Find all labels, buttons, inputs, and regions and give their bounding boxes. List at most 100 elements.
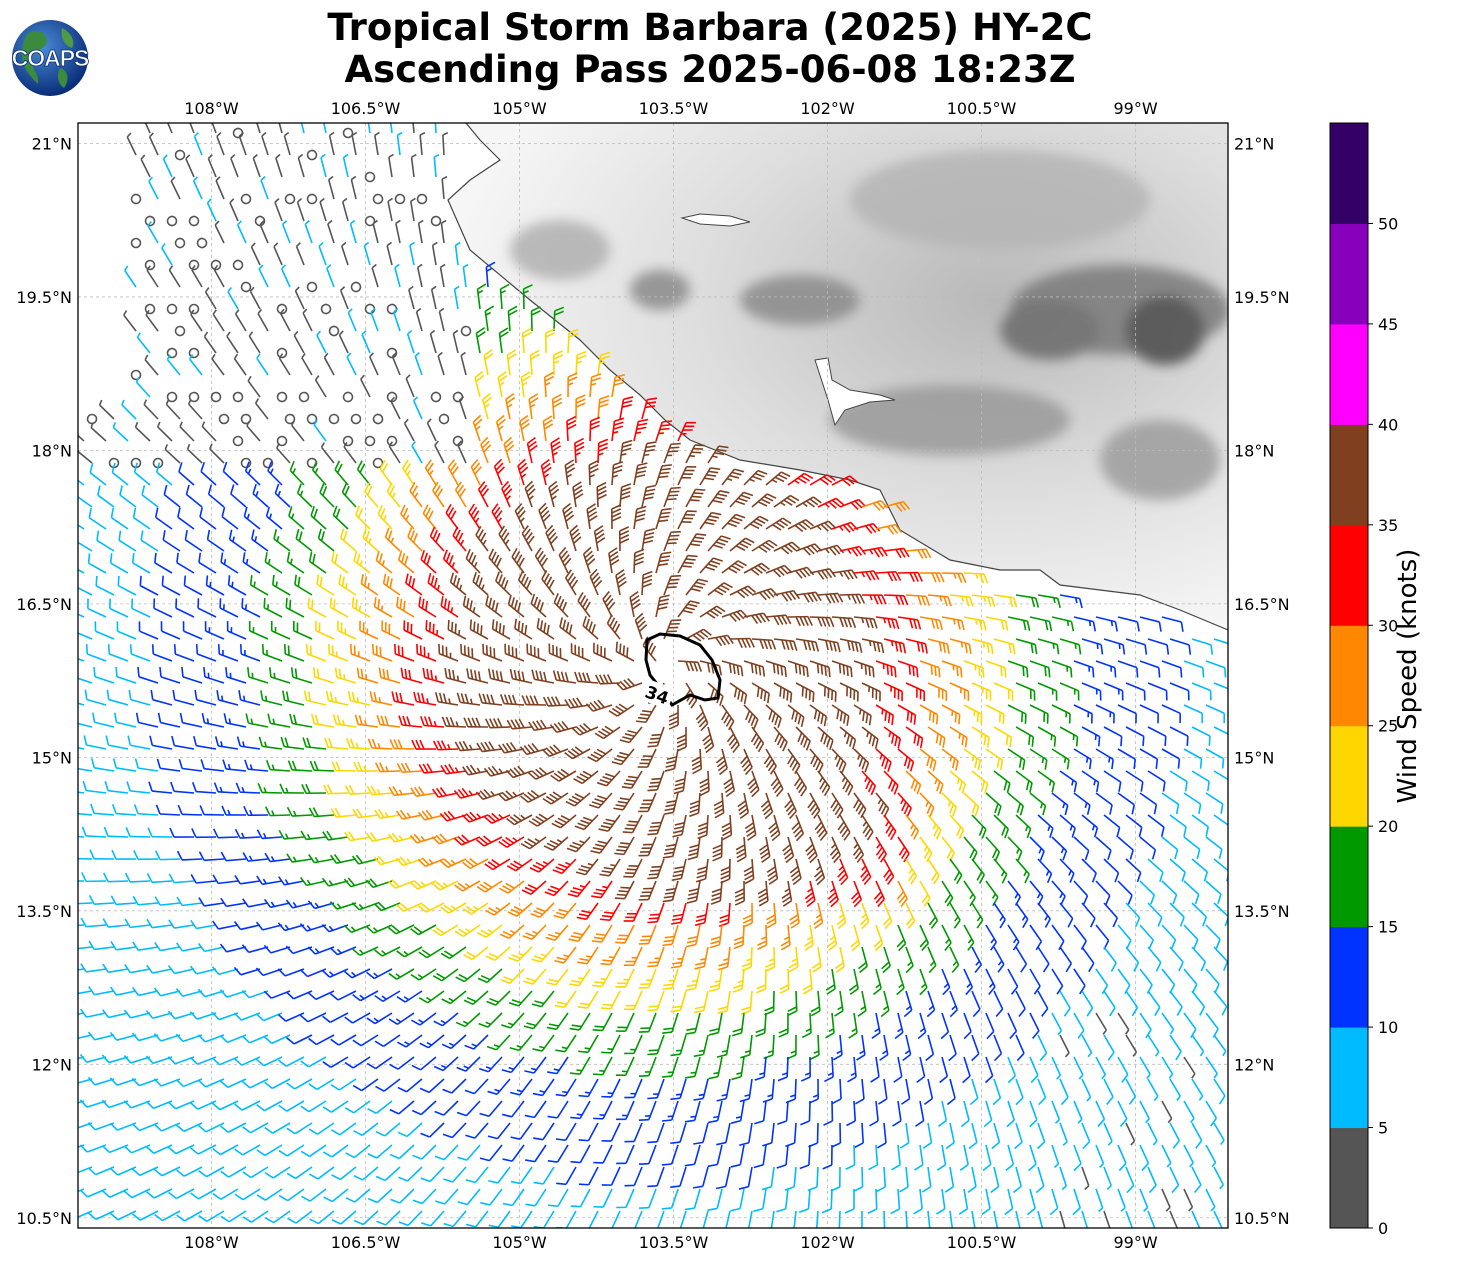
wind-barb	[405, 374, 415, 398]
wind-barb	[264, 552, 283, 574]
wind-barb	[462, 595, 481, 618]
lake-chapala	[680, 213, 751, 227]
wind-barb	[641, 570, 653, 596]
wind-barb	[360, 574, 379, 596]
wind-barb	[927, 638, 950, 654]
wind-barb	[216, 690, 239, 706]
wind-barb	[390, 396, 401, 420]
wind-barb	[1139, 616, 1162, 632]
wind-barb	[1169, 638, 1192, 655]
wind-barb	[375, 550, 393, 574]
wind-barb	[773, 682, 793, 703]
wind-barb	[1095, 660, 1117, 678]
wind-barb	[839, 638, 863, 653]
wind-barb	[707, 582, 733, 596]
wind-barb	[971, 638, 994, 655]
wind-barb	[386, 482, 401, 508]
wind-barb	[188, 347, 200, 359]
wind-barb	[386, 303, 398, 315]
wind-barb	[641, 484, 657, 508]
wind-barb	[795, 638, 820, 652]
wind-barb	[388, 441, 401, 464]
wind-barb	[452, 435, 464, 447]
wind-barb	[363, 241, 371, 266]
wind-barb	[883, 547, 910, 559]
wind-barb	[261, 644, 283, 662]
wind-barb	[347, 690, 371, 706]
wind-barb	[543, 371, 555, 398]
wind-barb	[520, 371, 531, 398]
wind-barb	[249, 286, 261, 310]
wind-barb	[569, 524, 582, 552]
wind-barb	[905, 682, 926, 702]
wind-barb	[542, 696, 569, 707]
wind-barb	[193, 132, 203, 156]
wind-barb	[201, 713, 225, 728]
wind-barb	[751, 682, 770, 704]
wind-barb	[439, 263, 446, 288]
wind-barb	[729, 585, 757, 599]
wind-barb	[514, 502, 526, 530]
wind-barb	[78, 653, 85, 662]
wind-barb	[356, 460, 371, 486]
wind-barb	[214, 220, 225, 244]
wind-barb	[267, 713, 291, 728]
wind-barb	[154, 507, 173, 530]
wind-barb	[314, 375, 327, 398]
wind-barb	[861, 546, 888, 558]
wind-barb	[530, 593, 547, 618]
wind-barb	[454, 481, 467, 508]
wind-barb	[115, 666, 137, 684]
wind-barb	[258, 264, 269, 288]
wind-barb	[963, 704, 983, 725]
wind-barb	[817, 638, 841, 653]
wind-barb	[1125, 638, 1148, 655]
wind-barb	[238, 131, 247, 156]
wind-barb	[485, 595, 503, 618]
wind-barb	[602, 591, 616, 618]
wind-barb	[78, 607, 85, 618]
wind-barb	[280, 264, 291, 288]
wind-barb	[432, 481, 445, 508]
wind-barb	[949, 682, 970, 701]
wind-barb	[338, 330, 349, 354]
colorbar-segment	[1330, 725, 1368, 827]
wind-barb	[409, 481, 423, 508]
wind-barb	[558, 546, 572, 574]
wind-barb	[140, 154, 151, 178]
wind-barb	[498, 525, 511, 552]
wind-barb	[589, 416, 601, 442]
wind-barb	[292, 620, 313, 640]
wind-barb	[453, 285, 460, 310]
wind-barb	[529, 349, 540, 376]
lat-tick-label-right: 21°N	[1234, 134, 1274, 153]
wind-barb	[1117, 660, 1139, 678]
wind-barb	[963, 572, 989, 584]
wind-barb	[144, 259, 156, 271]
wind-barb	[795, 682, 815, 703]
wind-barb	[281, 220, 291, 244]
wind-barb	[233, 353, 247, 376]
wind-barb	[272, 574, 291, 596]
coaps-logo-icon: COAPS	[11, 20, 90, 96]
wind-barb	[349, 219, 357, 244]
wind-barb	[282, 690, 305, 706]
wind-barb	[611, 373, 625, 398]
wind-barb	[1117, 704, 1137, 724]
wind-barb	[743, 704, 759, 729]
wind-barb	[394, 263, 401, 288]
wind-barb	[707, 490, 730, 508]
wind-barb	[242, 552, 261, 574]
wind-barb	[415, 307, 423, 332]
wind-barb	[504, 643, 525, 662]
wind-barb	[144, 303, 156, 315]
wind-barb	[1073, 660, 1095, 678]
wind-barb	[433, 153, 440, 178]
wind-barb	[440, 219, 447, 244]
wind-barb	[493, 458, 505, 486]
wind-barb	[134, 421, 151, 442]
wind-barb	[447, 459, 459, 486]
wind-barb	[248, 621, 269, 640]
wind-barb	[499, 283, 510, 310]
wind-barb	[188, 215, 200, 227]
